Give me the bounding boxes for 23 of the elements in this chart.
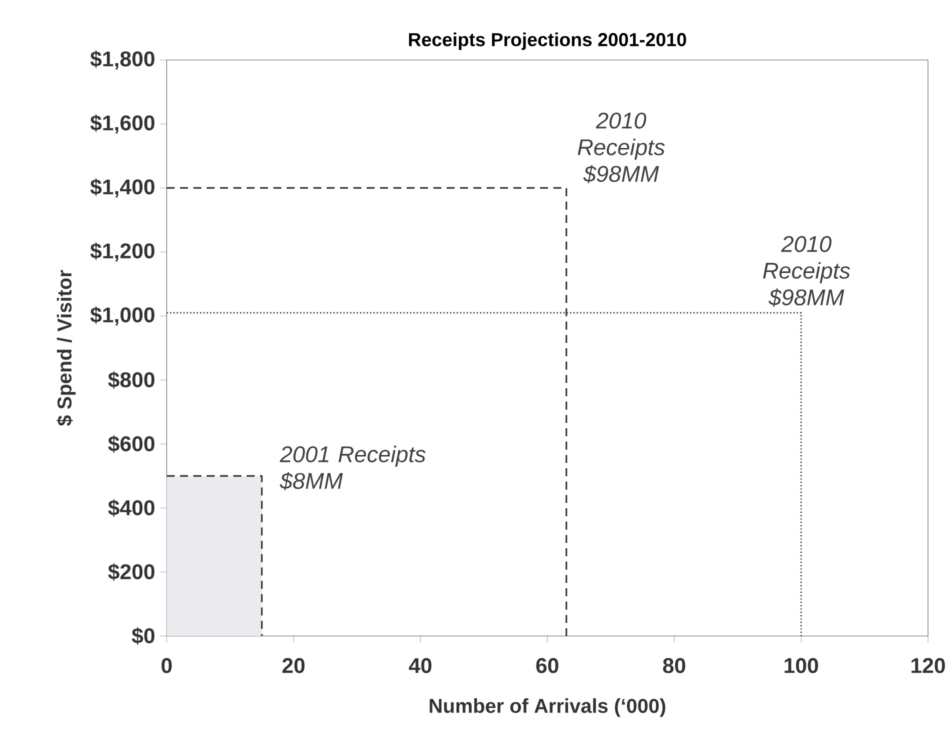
x-tick-label: 0 [162,658,172,674]
y-tick-label: $1,200 [90,242,154,262]
x-tick-label: 80 [663,658,686,674]
y-axis-title: $ Spend / Visitor [56,270,76,426]
y-tick-label: $400 [108,499,154,517]
annotation: 2010 Receipts $98MM [763,236,850,307]
y-tick-label: $1,000 [90,306,154,326]
x-tick-label: 120 [912,658,945,674]
annotation: 2001 Receipts $8MM [280,446,426,490]
y-tick-label: $800 [108,371,154,389]
y-tick-label: $600 [108,435,154,453]
y-tick-label: $1,800 [90,50,154,70]
x-tick-label: 60 [536,658,558,674]
x-axis-title: Number of Arrivals (‘000) [430,698,666,717]
chart-title: Receipts Projections 2001-2010 [409,32,686,50]
y-tick-label: $200 [108,563,154,581]
y-tick-label: $1,600 [90,114,154,134]
x-tick-label: 100 [784,658,818,674]
x-tick-label: 40 [408,658,432,674]
y-tick-label: $1,400 [90,178,154,198]
annotation: 2010 Receipts $98MM [578,112,665,184]
x-tick-label: 20 [282,658,305,674]
y-tick-label: $0 [132,627,154,645]
